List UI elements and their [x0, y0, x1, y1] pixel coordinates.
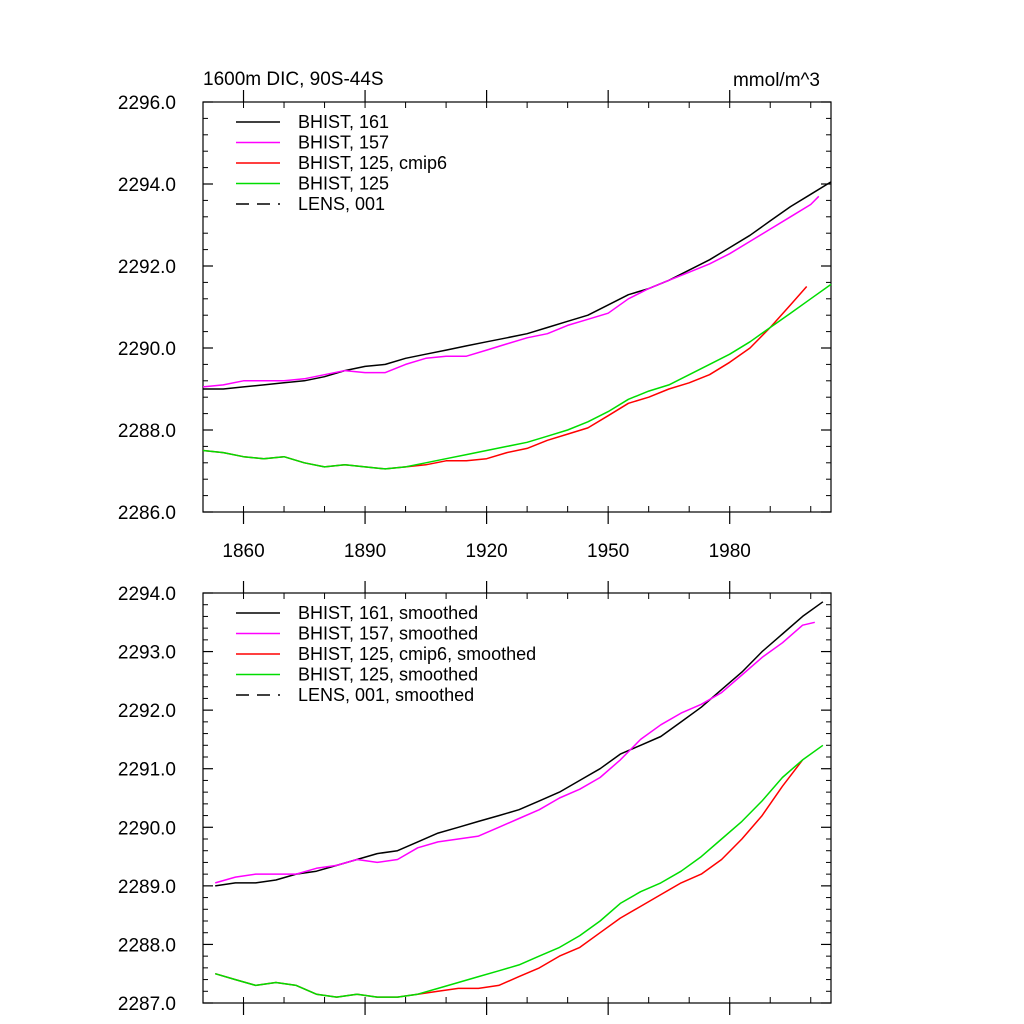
- chart-panel-top: 1600m DIC, 90S-44S mmol/m^3 2286.0 2288.0…: [118, 69, 832, 562]
- y-tick-label: 2287.0: [118, 994, 176, 1015]
- legend-label: LENS, 001, smoothed: [298, 685, 474, 705]
- y-tick-label: 2291.0: [118, 760, 176, 781]
- y-tick-label: 2294.0: [118, 175, 176, 196]
- y-tick-label: 2290.0: [118, 339, 176, 360]
- y-tick-label: 2288.0: [118, 421, 176, 442]
- x-tick-label: 1860: [222, 541, 264, 562]
- x-tick-label: 1890: [344, 541, 386, 562]
- series-line: [215, 601, 824, 887]
- plot-frame: [202, 101, 832, 513]
- y-tick-label: 2294.0: [118, 584, 176, 605]
- y-tick-label: 2286.0: [118, 503, 176, 524]
- legend-label: BHIST, 161, smoothed: [298, 603, 478, 623]
- chart-title: 1600m DIC, 90S-44S: [203, 69, 384, 90]
- series-line: [214, 759, 804, 998]
- y-tick-label: 2292.0: [118, 257, 176, 278]
- plot-frame: [202, 592, 832, 1004]
- x-tick-label: 1980: [709, 541, 751, 562]
- legend-label: BHIST, 125, cmip6, smoothed: [298, 644, 536, 664]
- legend-label: BHIST, 125, smoothed: [298, 665, 478, 685]
- legend-label: BHIST, 161: [298, 112, 389, 132]
- x-tick-label: 1920: [465, 541, 507, 562]
- y-tick-label: 2290.0: [118, 818, 176, 839]
- x-tick-label: 1950: [587, 541, 629, 562]
- y-tick-label: 2292.0: [118, 701, 176, 722]
- y-tick-label: 2289.0: [118, 877, 176, 898]
- series-line: [203, 181, 832, 390]
- series-line: [214, 621, 815, 884]
- chart-units: mmol/m^3: [733, 70, 820, 91]
- legend-label: BHIST, 157: [298, 133, 389, 153]
- y-tick-label: 2288.0: [118, 935, 176, 956]
- y-tick-label: 2296.0: [118, 93, 176, 114]
- series-line: [202, 283, 832, 470]
- legend-label: BHIST, 157, smoothed: [298, 624, 478, 644]
- y-tick-label: 2293.0: [118, 643, 176, 664]
- series-line: [202, 286, 808, 470]
- legend-label: BHIST, 125, cmip6: [298, 153, 447, 173]
- legend-label: BHIST, 125: [298, 174, 389, 194]
- chart-panel-bottom: 2287.0 2288.0 2289.0 2290.0 2291.0 2292.0 2293…: [118, 581, 832, 1015]
- series-line: [202, 195, 820, 388]
- series-line: [214, 744, 824, 998]
- legend-label: LENS, 001: [298, 194, 385, 214]
